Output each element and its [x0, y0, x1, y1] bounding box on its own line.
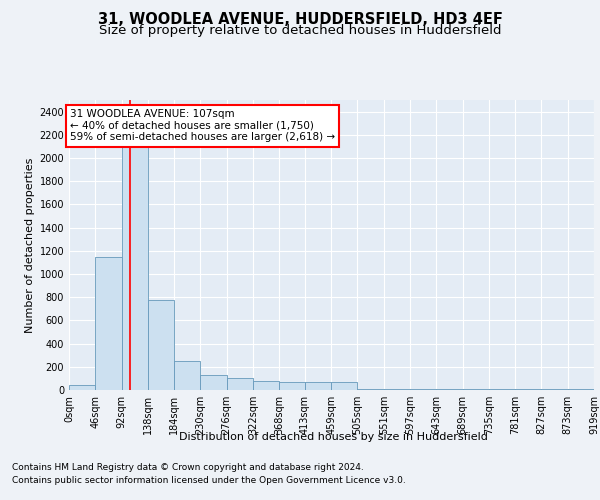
Bar	[227, 378, 253, 390]
Bar	[279, 382, 305, 390]
Bar	[200, 375, 227, 390]
Text: Distribution of detached houses by size in Huddersfield: Distribution of detached houses by size …	[179, 432, 487, 442]
Text: 31 WOODLEA AVENUE: 107sqm
← 40% of detached houses are smaller (1,750)
59% of se: 31 WOODLEA AVENUE: 107sqm ← 40% of detac…	[70, 110, 335, 142]
Text: Size of property relative to detached houses in Huddersfield: Size of property relative to detached ho…	[99, 24, 501, 37]
Y-axis label: Number of detached properties: Number of detached properties	[25, 158, 35, 332]
Bar	[69, 386, 95, 390]
Bar	[95, 256, 122, 390]
Text: Contains public sector information licensed under the Open Government Licence v3: Contains public sector information licen…	[12, 476, 406, 485]
Bar	[331, 382, 358, 390]
Bar	[253, 380, 279, 390]
Bar	[122, 135, 148, 390]
Bar	[305, 382, 331, 390]
Bar	[148, 300, 174, 390]
Text: Contains HM Land Registry data © Crown copyright and database right 2024.: Contains HM Land Registry data © Crown c…	[12, 462, 364, 471]
Bar	[174, 361, 200, 390]
Text: 31, WOODLEA AVENUE, HUDDERSFIELD, HD3 4EF: 31, WOODLEA AVENUE, HUDDERSFIELD, HD3 4E…	[98, 12, 502, 28]
